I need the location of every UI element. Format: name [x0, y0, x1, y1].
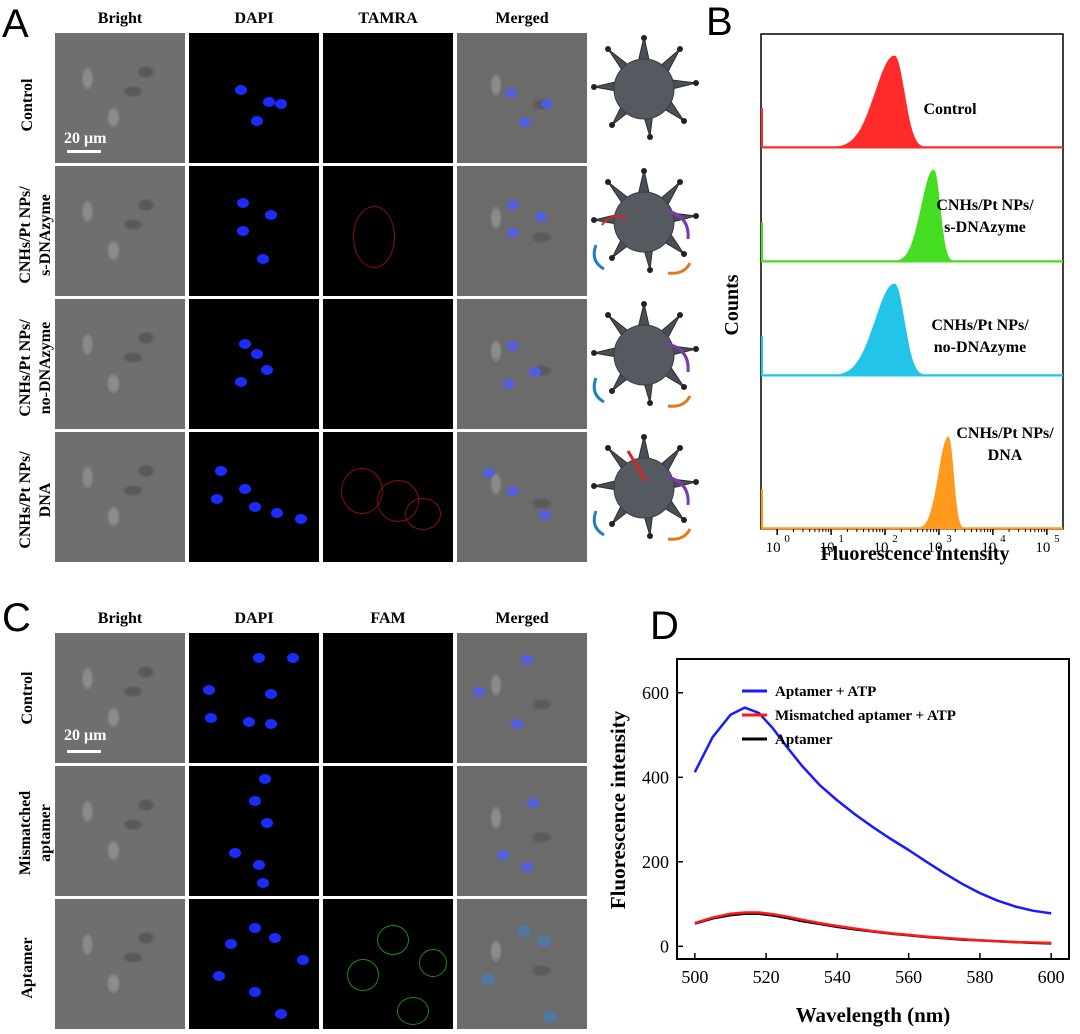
micrograph-merged-s-dnazyme: [457, 166, 587, 296]
micrograph-bright-s-dnazyme: [55, 166, 185, 296]
histogram-tick-exponent: 1: [838, 533, 844, 545]
histogram-tick-exponent: 3: [946, 533, 952, 545]
row-label-no-dnazyme-a: CNHs/Pt NPs/ no-DNAzyme: [17, 319, 54, 417]
micrograph-merged-control: [457, 33, 587, 163]
col-head-tamra-a: TAMRA: [358, 10, 418, 27]
col-head-merged-a: Merged: [495, 10, 549, 27]
histogram-label: CNHs/Pt NPs/: [936, 197, 1034, 214]
series-line: [694, 911, 1052, 945]
col-head-dapi-a: DAPI: [234, 10, 274, 27]
col-head-bright-c: Bright: [97, 610, 143, 627]
histogram-label: s-DNAzyme: [944, 219, 1026, 236]
x-tick-label: 500: [681, 967, 708, 987]
flow-cytometry-histograms: Control CNHs/Pt NPs/s-DNAzyme CNHs/Pt NPs/…: [721, 33, 1064, 565]
histogram-area: [761, 55, 1063, 149]
chart-frame: [676, 658, 1070, 960]
micrograph-dapi-no-dnazyme: [189, 299, 319, 429]
x-tick-label: 540: [824, 967, 851, 987]
histogram-tick-label: 10: [927, 540, 942, 556]
histogram-label: Control: [923, 101, 977, 118]
histogram-label: CNHs/Pt NPs/: [931, 317, 1029, 334]
histogram-tick-label: 10: [1035, 540, 1050, 556]
row-label-control-c: Control: [19, 671, 36, 725]
histogram-tick-exponent: 4: [1000, 533, 1006, 545]
histogram-tick-label: 10: [820, 540, 835, 556]
micrograph-fam-aptamer-c: [323, 899, 453, 1029]
col-head-bright-a: Bright: [97, 10, 143, 27]
panel-letter-d: D: [650, 604, 679, 648]
y-tick-label: 600: [642, 683, 669, 703]
micrograph-bright-no-dnazyme: [55, 299, 185, 429]
histogram-y-label: Counts: [721, 274, 743, 335]
series-line: [694, 912, 1052, 945]
y-axis-label: Fluorescence intensity: [606, 710, 630, 909]
scale-bar: [67, 750, 101, 753]
y-tick-label: 200: [642, 852, 669, 872]
histogram-area: [761, 436, 1063, 530]
row-label-mismatched-c: Mismatched aptamer: [17, 790, 54, 876]
col-head-dapi-c: DAPI: [234, 610, 274, 627]
micrograph-merged-mismatched-c: [457, 766, 587, 896]
x-axis-label: Wavelength (nm): [796, 1003, 951, 1027]
histogram-tick-label: 10: [981, 540, 996, 556]
histogram-tick-label: 10: [874, 540, 889, 556]
histogram-label: CNHs/Pt NPs/: [956, 425, 1054, 442]
scale-bar-label: 20 μm: [64, 130, 107, 147]
legend-label: Mismatched aptamer + ATP: [775, 708, 956, 724]
micrograph-merged-dna: [457, 432, 587, 562]
micrograph-dapi-dna: [189, 432, 319, 562]
micrograph-merged-no-dnazyme: [457, 299, 587, 429]
col-head-fam-c: FAM: [370, 610, 406, 627]
micrograph-fam-mismatched-c: [323, 766, 453, 896]
histogram-area: [761, 169, 1063, 263]
emission-spectrum-chart: 500 520 540 560 580 600 0 200 400 600 Aptamer + A…: [606, 658, 1070, 1027]
x-tick-label: 580: [966, 967, 993, 987]
micrograph-bright-mismatched-c: [55, 766, 185, 896]
col-head-merged-c: Merged: [495, 610, 549, 627]
histogram-tick-exponent: 0: [784, 533, 790, 545]
histogram-label: no-DNAzyme: [934, 339, 1026, 356]
micrograph-bright-control: [55, 33, 185, 163]
histogram-tick-exponent: 5: [1054, 533, 1060, 545]
micrograph-dapi-mismatched-c: [189, 766, 319, 896]
micrograph-tamra-control: [323, 33, 453, 163]
micrograph-fam-control-c: [323, 633, 453, 763]
nanoparticle-icon: [591, 35, 699, 140]
nanoparticle-schematics: [590, 35, 700, 541]
row-label-s-dnazyme-a: CNHs/Pt NPs/ s-DNAzyme: [17, 186, 54, 284]
x-tick-label: 600: [1038, 967, 1065, 987]
micrograph-bright-control-c: [55, 633, 185, 763]
y-tick-label: 400: [642, 767, 669, 787]
micrograph-merged-aptamer-c: [457, 899, 587, 1029]
row-label-aptamer-c: Aptamer: [19, 937, 36, 999]
histogram-area: [761, 283, 1063, 377]
legend-label: Aptamer: [775, 732, 833, 748]
histogram-tick-label: 10: [766, 540, 781, 556]
micrograph-dapi-control-c: [189, 633, 319, 763]
micrograph-tamra-no-dnazyme: [323, 299, 453, 429]
panel-letter-b: B: [706, 0, 733, 44]
micrograph-bright-aptamer-c: [55, 899, 185, 1029]
micrograph-dapi-s-dnazyme: [189, 166, 319, 296]
legend-label: Aptamer + ATP: [775, 684, 876, 700]
series-line: [693, 706, 1052, 915]
micrograph-tamra-dna: [323, 432, 453, 562]
scale-bar-label-c: 20 μm: [64, 727, 107, 744]
micrograph-bright-dna: [55, 432, 185, 562]
x-tick-label: 560: [895, 967, 922, 987]
micrograph-dapi-aptamer-c: [189, 899, 319, 1029]
x-tick-label: 520: [753, 967, 780, 987]
histogram-label: DNA: [988, 447, 1023, 464]
micrograph-merged-control-c: [457, 633, 587, 763]
histogram-x-label: Fluorescence intensity: [820, 543, 1009, 565]
row-label-dna-a: CNHs/Pt NPs/ DNA: [17, 451, 54, 549]
row-label-control-a: Control: [19, 78, 36, 132]
histogram-tick-exponent: 2: [892, 533, 898, 545]
micrograph-dapi-control: [189, 33, 319, 163]
scale-bar: [67, 150, 101, 153]
panel-letter-a: A: [2, 2, 29, 46]
y-tick-label: 0: [660, 936, 669, 956]
panel-letter-c: C: [2, 596, 31, 640]
micrograph-tamra-s-dnazyme: [323, 166, 453, 296]
